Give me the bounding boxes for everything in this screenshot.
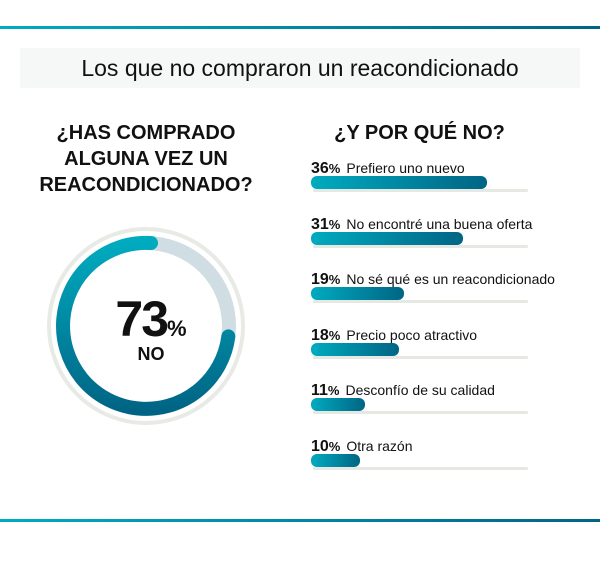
bar-unit: % bbox=[328, 439, 341, 454]
donut-title: ¿HAS COMPRADO ALGUNA VEZ UN REACONDICION… bbox=[20, 120, 272, 198]
bar-unit: % bbox=[328, 161, 341, 176]
bar-value: 10 bbox=[311, 438, 329, 455]
bar-row: 11% Desconfío de su calidad bbox=[311, 382, 600, 415]
bar-row: 31% No encontré una buena oferta bbox=[311, 215, 600, 248]
donut-unit: % bbox=[167, 316, 187, 341]
bar-label: Desconfío de su calidad bbox=[345, 382, 495, 399]
bar-value: 18 bbox=[311, 326, 329, 344]
donut-title-line: REACONDICIONADO? bbox=[39, 174, 253, 196]
bar-label: No encontré una buena oferta bbox=[346, 215, 533, 232]
bar-label: Otra razón bbox=[346, 438, 413, 454]
bar-row: 10% Otra razón bbox=[311, 438, 600, 470]
bar-row: 18% Precio poco atractivo bbox=[311, 326, 600, 359]
bar-track bbox=[313, 189, 528, 192]
bar-unit: % bbox=[328, 216, 341, 232]
bar-value: 36 bbox=[311, 160, 329, 177]
bar-row: 36% Prefiero uno nuevo bbox=[311, 160, 600, 192]
bottom-rule bbox=[0, 519, 600, 522]
bar bbox=[311, 287, 405, 301]
bar-track bbox=[313, 244, 528, 248]
bar bbox=[311, 454, 360, 467]
bar-value: 19 bbox=[311, 271, 329, 289]
page-title: Los que no compraron un reacondicionado bbox=[81, 54, 519, 81]
bar-track bbox=[313, 467, 528, 470]
bar-track bbox=[313, 411, 528, 415]
bar-label: No sé qué es un reacondicionado bbox=[346, 271, 555, 288]
bar bbox=[311, 398, 365, 412]
bars-title: ¿Y POR QUÉ NO? bbox=[334, 122, 505, 144]
bar-label: Precio poco atractivo bbox=[346, 326, 478, 343]
title-banner: Los que no compraron un reacondicionado bbox=[20, 48, 580, 88]
bar-track bbox=[313, 300, 528, 304]
bar bbox=[311, 342, 400, 356]
bar-unit: % bbox=[328, 327, 341, 343]
donut-center-label: 73% NO bbox=[96, 290, 206, 364]
donut-value: 73 bbox=[115, 291, 169, 347]
donut-value-arc bbox=[56, 235, 236, 416]
bar bbox=[311, 176, 488, 189]
donut-chart bbox=[47, 227, 245, 425]
bar-value: 11 bbox=[311, 382, 328, 400]
bar-unit: % bbox=[328, 272, 341, 288]
bar-label: Prefiero uno nuevo bbox=[346, 160, 465, 176]
donut-title-line: ALGUNA VEZ UN bbox=[64, 148, 228, 170]
top-rule bbox=[0, 26, 600, 29]
bar bbox=[311, 231, 463, 245]
donut-outer-ring bbox=[47, 227, 245, 425]
bar-value: 31 bbox=[311, 215, 329, 233]
bar-unit: % bbox=[327, 383, 340, 399]
donut-title-line: ¿HAS COMPRADO bbox=[56, 122, 236, 144]
bar-row: 19% No sé qué es un reacondicionado bbox=[311, 271, 600, 304]
bar-track bbox=[313, 355, 528, 359]
donut-category: NO bbox=[137, 344, 165, 364]
